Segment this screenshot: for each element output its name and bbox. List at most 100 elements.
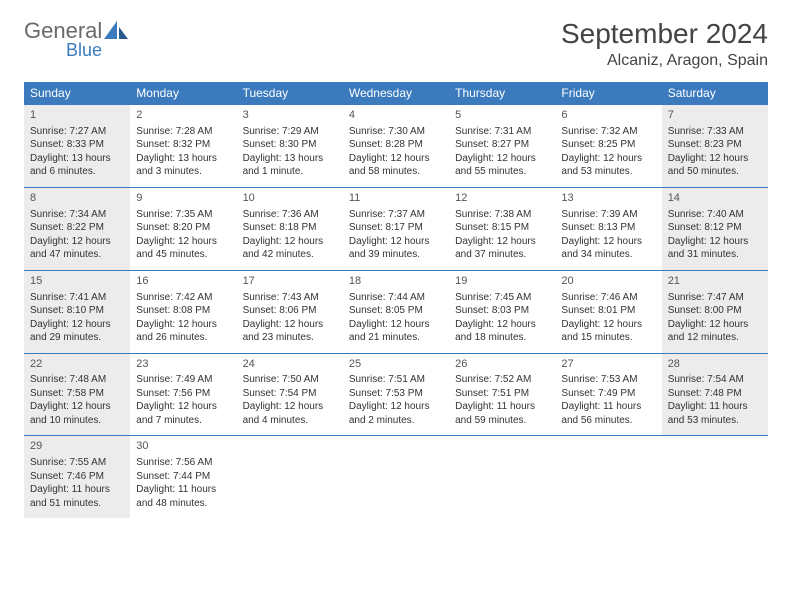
sunrise-text: Sunrise: 7:48 AM (30, 373, 124, 387)
calendar-cell (555, 436, 661, 518)
sunrise-text: Sunrise: 7:46 AM (561, 291, 655, 305)
daylight-text: Daylight: 11 hours and 51 minutes. (30, 483, 124, 510)
page-title: September 2024 (561, 18, 768, 50)
day-number: 29 (30, 439, 124, 454)
calendar-row: 8Sunrise: 7:34 AMSunset: 8:22 PMDaylight… (24, 187, 768, 270)
sunset-text: Sunset: 7:53 PM (349, 387, 443, 401)
sunset-text: Sunset: 8:25 PM (561, 138, 655, 152)
day-number: 5 (455, 108, 549, 123)
daylight-text: Daylight: 13 hours and 3 minutes. (136, 152, 230, 179)
calendar-cell: 8Sunrise: 7:34 AMSunset: 8:22 PMDaylight… (24, 187, 130, 270)
sunset-text: Sunset: 8:06 PM (243, 304, 337, 318)
sunset-text: Sunset: 7:54 PM (243, 387, 337, 401)
sunset-text: Sunset: 8:18 PM (243, 221, 337, 235)
sunrise-text: Sunrise: 7:30 AM (349, 125, 443, 139)
calendar-cell: 23Sunrise: 7:49 AMSunset: 7:56 PMDayligh… (130, 353, 236, 436)
calendar-cell: 16Sunrise: 7:42 AMSunset: 8:08 PMDayligh… (130, 270, 236, 353)
daylight-text: Daylight: 12 hours and 31 minutes. (668, 235, 762, 262)
daylight-text: Daylight: 12 hours and 21 minutes. (349, 318, 443, 345)
sunset-text: Sunset: 8:22 PM (30, 221, 124, 235)
calendar-cell: 9Sunrise: 7:35 AMSunset: 8:20 PMDaylight… (130, 187, 236, 270)
calendar-cell: 26Sunrise: 7:52 AMSunset: 7:51 PMDayligh… (449, 353, 555, 436)
logo-sail-icon (104, 21, 130, 41)
daylight-text: Daylight: 12 hours and 45 minutes. (136, 235, 230, 262)
calendar-cell: 11Sunrise: 7:37 AMSunset: 8:17 PMDayligh… (343, 187, 449, 270)
day-number: 4 (349, 108, 443, 123)
sunrise-text: Sunrise: 7:29 AM (243, 125, 337, 139)
day-number: 30 (136, 439, 230, 454)
day-number: 21 (668, 274, 762, 289)
daylight-text: Daylight: 12 hours and 47 minutes. (30, 235, 124, 262)
weekday-header-row: SundayMondayTuesdayWednesdayThursdayFrid… (24, 82, 768, 105)
day-number: 18 (349, 274, 443, 289)
calendar-cell: 20Sunrise: 7:46 AMSunset: 8:01 PMDayligh… (555, 270, 661, 353)
weekday-header: Tuesday (237, 82, 343, 105)
day-number: 12 (455, 191, 549, 206)
calendar-cell: 22Sunrise: 7:48 AMSunset: 7:58 PMDayligh… (24, 353, 130, 436)
calendar-cell: 19Sunrise: 7:45 AMSunset: 8:03 PMDayligh… (449, 270, 555, 353)
daylight-text: Daylight: 12 hours and 10 minutes. (30, 400, 124, 427)
day-number: 20 (561, 274, 655, 289)
sunrise-text: Sunrise: 7:47 AM (668, 291, 762, 305)
calendar-cell: 12Sunrise: 7:38 AMSunset: 8:15 PMDayligh… (449, 187, 555, 270)
sunset-text: Sunset: 8:00 PM (668, 304, 762, 318)
sunset-text: Sunset: 8:17 PM (349, 221, 443, 235)
calendar-cell: 25Sunrise: 7:51 AMSunset: 7:53 PMDayligh… (343, 353, 449, 436)
weekday-header: Saturday (662, 82, 768, 105)
calendar-row: 29Sunrise: 7:55 AMSunset: 7:46 PMDayligh… (24, 436, 768, 518)
calendar-row: 15Sunrise: 7:41 AMSunset: 8:10 PMDayligh… (24, 270, 768, 353)
daylight-text: Daylight: 12 hours and 39 minutes. (349, 235, 443, 262)
daylight-text: Daylight: 12 hours and 2 minutes. (349, 400, 443, 427)
calendar-cell: 27Sunrise: 7:53 AMSunset: 7:49 PMDayligh… (555, 353, 661, 436)
weekday-header: Thursday (449, 82, 555, 105)
day-number: 8 (30, 191, 124, 206)
sunrise-text: Sunrise: 7:27 AM (30, 125, 124, 139)
calendar-cell: 30Sunrise: 7:56 AMSunset: 7:44 PMDayligh… (130, 436, 236, 518)
calendar-cell: 14Sunrise: 7:40 AMSunset: 8:12 PMDayligh… (662, 187, 768, 270)
daylight-text: Daylight: 12 hours and 42 minutes. (243, 235, 337, 262)
calendar-table: SundayMondayTuesdayWednesdayThursdayFrid… (24, 82, 768, 518)
sunrise-text: Sunrise: 7:36 AM (243, 208, 337, 222)
sunrise-text: Sunrise: 7:44 AM (349, 291, 443, 305)
sunset-text: Sunset: 8:28 PM (349, 138, 443, 152)
sunrise-text: Sunrise: 7:56 AM (136, 456, 230, 470)
sunset-text: Sunset: 8:32 PM (136, 138, 230, 152)
day-number: 19 (455, 274, 549, 289)
sunset-text: Sunset: 7:49 PM (561, 387, 655, 401)
calendar-cell: 15Sunrise: 7:41 AMSunset: 8:10 PMDayligh… (24, 270, 130, 353)
sunrise-text: Sunrise: 7:45 AM (455, 291, 549, 305)
calendar-cell (662, 436, 768, 518)
logo-text-sub: Blue (66, 40, 130, 61)
day-number: 17 (243, 274, 337, 289)
day-number: 28 (668, 357, 762, 372)
daylight-text: Daylight: 11 hours and 53 minutes. (668, 400, 762, 427)
sunrise-text: Sunrise: 7:39 AM (561, 208, 655, 222)
weekday-header: Friday (555, 82, 661, 105)
sunrise-text: Sunrise: 7:51 AM (349, 373, 443, 387)
sunrise-text: Sunrise: 7:42 AM (136, 291, 230, 305)
sunrise-text: Sunrise: 7:53 AM (561, 373, 655, 387)
day-number: 2 (136, 108, 230, 123)
location: Alcaniz, Aragon, Spain (561, 52, 768, 70)
day-number: 25 (349, 357, 443, 372)
daylight-text: Daylight: 12 hours and 7 minutes. (136, 400, 230, 427)
daylight-text: Daylight: 12 hours and 50 minutes. (668, 152, 762, 179)
sunrise-text: Sunrise: 7:35 AM (136, 208, 230, 222)
sunset-text: Sunset: 7:51 PM (455, 387, 549, 401)
calendar-cell: 4Sunrise: 7:30 AMSunset: 8:28 PMDaylight… (343, 105, 449, 188)
sunset-text: Sunset: 8:13 PM (561, 221, 655, 235)
daylight-text: Daylight: 11 hours and 59 minutes. (455, 400, 549, 427)
weekday-header: Monday (130, 82, 236, 105)
day-number: 26 (455, 357, 549, 372)
weekday-header: Wednesday (343, 82, 449, 105)
sunrise-text: Sunrise: 7:28 AM (136, 125, 230, 139)
sunrise-text: Sunrise: 7:40 AM (668, 208, 762, 222)
sunset-text: Sunset: 7:56 PM (136, 387, 230, 401)
day-number: 23 (136, 357, 230, 372)
sunrise-text: Sunrise: 7:41 AM (30, 291, 124, 305)
day-number: 11 (349, 191, 443, 206)
day-number: 14 (668, 191, 762, 206)
sunrise-text: Sunrise: 7:33 AM (668, 125, 762, 139)
header: General Blue September 2024 Alcaniz, Ara… (24, 18, 768, 70)
weekday-header: Sunday (24, 82, 130, 105)
